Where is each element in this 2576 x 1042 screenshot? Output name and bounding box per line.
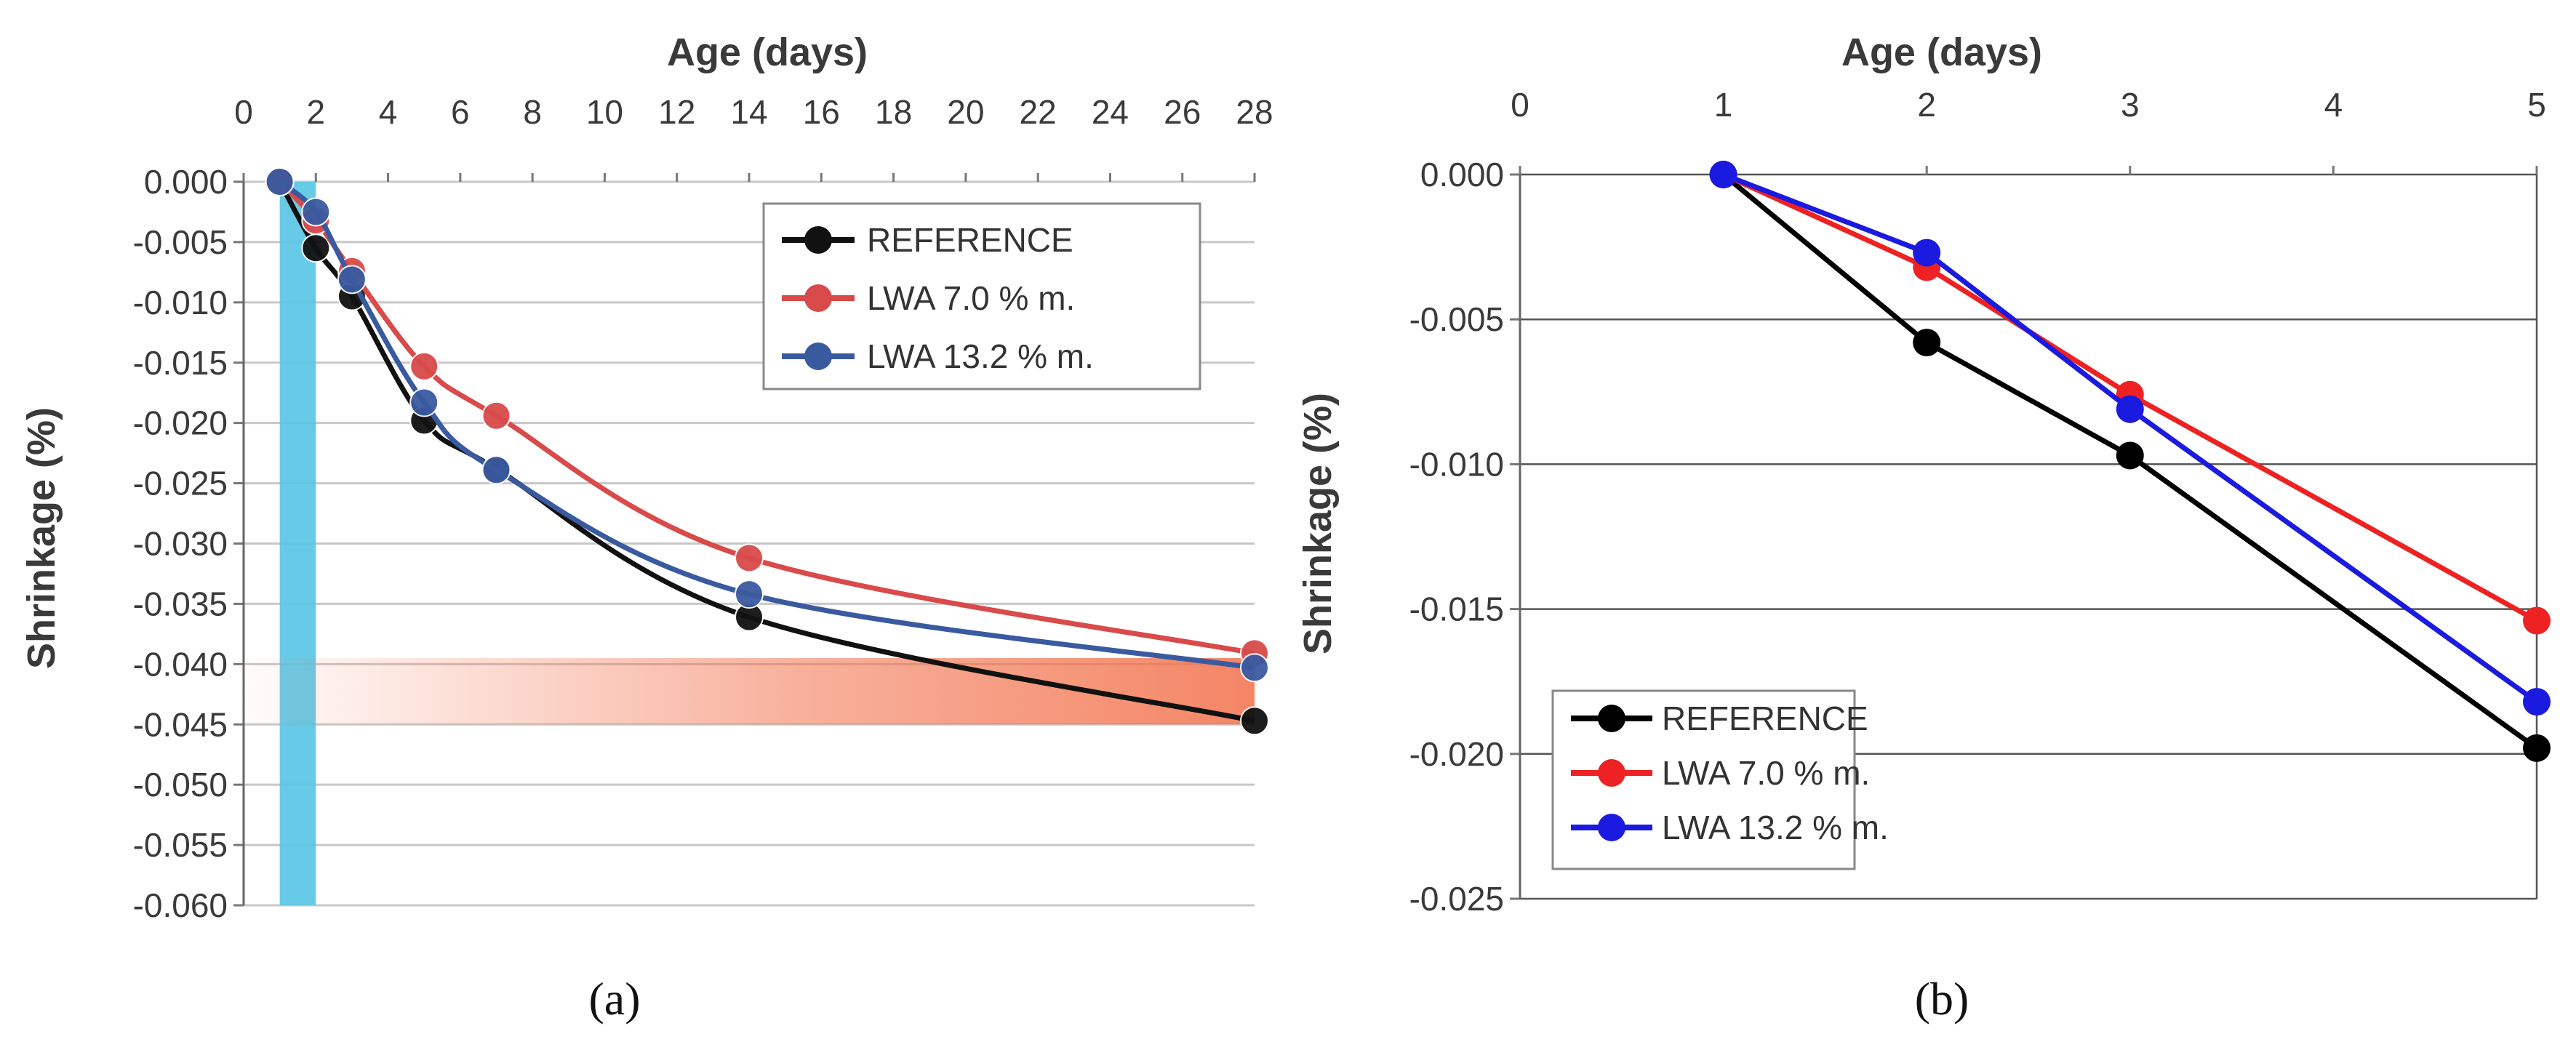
data-point-2 xyxy=(481,455,511,485)
y-tick-label: -0.040 xyxy=(133,645,228,683)
data-point-0 xyxy=(301,233,331,263)
y-tick-label: 0.000 xyxy=(144,163,228,201)
legend-marker-0 xyxy=(804,226,832,254)
y-tick-label: -0.010 xyxy=(1409,445,1504,483)
legend-marker-0 xyxy=(1598,705,1625,732)
legend-label-1: LWA 7.0 % m. xyxy=(1662,754,1870,792)
legend-marker-2 xyxy=(1598,814,1625,841)
data-point-1 xyxy=(2523,606,2551,635)
x-tick-label: 24 xyxy=(1092,93,1129,131)
chart-a-series xyxy=(265,167,1269,736)
legend-label-0: REFERENCE xyxy=(1662,700,1868,737)
y-tick-label: -0.010 xyxy=(133,284,228,321)
data-point-0 xyxy=(2523,734,2551,762)
data-point-1 xyxy=(409,351,439,381)
y-tick-label: -0.005 xyxy=(133,223,228,261)
chart-a-legend: REFERENCE LWA 7.0 % m. LWA 13.2 % m. xyxy=(762,202,1201,390)
y-tick-label: -0.055 xyxy=(133,826,228,864)
legend-marker-1 xyxy=(804,284,832,312)
chart-b-legend: REFERENCE LWA 7.0 % m. LWA 13.2 % m. xyxy=(1551,689,1889,870)
y-tick-label: -0.025 xyxy=(133,465,228,502)
y-tick-label: -0.035 xyxy=(133,585,228,622)
highlight-vertical-band xyxy=(279,182,316,905)
y-tick-label: -0.015 xyxy=(133,344,228,382)
x-tick-label: 2 xyxy=(1917,86,1936,124)
data-point-2 xyxy=(1709,161,1737,188)
chart-b-y-axis-title: Shrinkage (%) xyxy=(1296,393,1340,654)
y-tick-label: -0.020 xyxy=(1409,735,1504,773)
series-line-2 xyxy=(1722,172,2539,704)
data-point-0 xyxy=(1240,706,1269,736)
y-tick-label: -0.060 xyxy=(133,886,228,924)
chart-b-series xyxy=(1709,161,2551,762)
x-tick-label: 14 xyxy=(730,93,767,131)
chart-a-caption: (a) xyxy=(588,973,640,1025)
x-tick-label: 2 xyxy=(306,93,325,131)
chart-b-axes: 0.000 -0.005 -0.010 -0.015 -0.020 -0.025 0 1 2 3 4… xyxy=(1409,86,2546,918)
legend-label-2: LWA 13.2 % m. xyxy=(867,337,1094,375)
legend-label-1: LWA 7.0 % m. xyxy=(867,279,1075,317)
y-tick-label: 0.000 xyxy=(1420,156,1504,193)
data-point-2 xyxy=(265,167,295,196)
x-tick-label: 8 xyxy=(523,93,542,131)
data-point-2 xyxy=(409,388,439,417)
chart-b-caption: (b) xyxy=(1915,973,1969,1025)
x-tick-label: 16 xyxy=(803,93,840,131)
x-tick-label: 4 xyxy=(2324,86,2343,124)
data-point-2 xyxy=(301,197,331,227)
chart-a-y-axis-title: Shrinkage (%) xyxy=(20,407,63,669)
x-tick-label: 1 xyxy=(1714,86,1733,124)
data-point-2 xyxy=(1240,653,1269,683)
y-tick-label: -0.050 xyxy=(133,766,228,803)
x-tick-label: 3 xyxy=(2121,86,2140,124)
x-tick-label: 0 xyxy=(1511,86,1529,124)
chart-a-highlights xyxy=(244,182,1255,905)
x-tick-label: 18 xyxy=(875,93,912,131)
x-tick-label: 20 xyxy=(947,93,984,131)
x-tick-label: 22 xyxy=(1020,93,1057,131)
x-tick-label: 28 xyxy=(1236,93,1273,131)
y-tick-label: -0.030 xyxy=(133,525,228,563)
y-tick-label: -0.020 xyxy=(133,404,228,442)
data-point-1 xyxy=(735,543,764,573)
legend-marker-2 xyxy=(804,342,832,370)
data-point-0 xyxy=(1913,329,1941,357)
data-point-0 xyxy=(2116,441,2144,470)
data-point-2 xyxy=(1913,239,1941,267)
data-point-2 xyxy=(2116,395,2144,423)
y-tick-label: -0.045 xyxy=(133,705,228,743)
x-tick-label: 4 xyxy=(379,93,398,131)
x-tick-label: 10 xyxy=(586,93,623,131)
legend-label-0: REFERENCE xyxy=(867,221,1073,259)
data-point-2 xyxy=(735,580,764,609)
y-tick-label: -0.015 xyxy=(1409,590,1504,628)
chart-b: 0.000 -0.005 -0.010 -0.015 -0.020 -0.025 0 1 2 3 4… xyxy=(1296,31,2551,1025)
x-tick-label: 0 xyxy=(234,93,253,131)
y-tick-label: -0.025 xyxy=(1409,880,1504,918)
legend-marker-1 xyxy=(1598,759,1625,787)
chart-a-axes: 0.000 -0.005 -0.010 -0.015 -0.020 -0.025 -0.03… xyxy=(133,93,1273,924)
data-point-1 xyxy=(481,401,511,430)
x-tick-label: 5 xyxy=(2527,86,2546,124)
x-tick-label: 6 xyxy=(451,93,470,131)
data-point-2 xyxy=(337,265,367,294)
legend-label-2: LWA 13.2 % m. xyxy=(1662,809,1889,846)
chart-b-x-axis-title: Age (days) xyxy=(1841,31,2042,74)
data-point-2 xyxy=(2523,688,2551,716)
series-line-0 xyxy=(1721,172,2539,750)
x-tick-label: 12 xyxy=(658,93,695,131)
x-tick-label: 26 xyxy=(1164,93,1201,131)
chart-a-x-axis-title: Age (days) xyxy=(667,31,868,74)
series-line-2 xyxy=(278,180,1255,670)
chart-a: 0.000 -0.005 -0.010 -0.015 -0.020 -0.025 -0.03… xyxy=(20,31,1273,1025)
y-tick-label: -0.005 xyxy=(1409,300,1504,338)
